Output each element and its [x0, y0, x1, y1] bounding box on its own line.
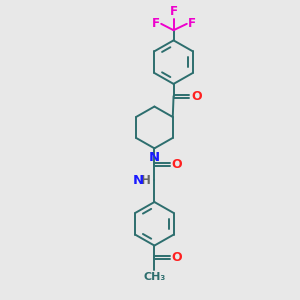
Text: F: F — [188, 17, 196, 30]
Text: O: O — [191, 90, 202, 103]
Text: N: N — [149, 151, 160, 164]
Text: O: O — [172, 251, 182, 264]
Text: F: F — [169, 5, 178, 18]
Text: H: H — [141, 174, 151, 187]
Text: O: O — [172, 158, 182, 171]
Text: F: F — [152, 17, 160, 30]
Text: CH₃: CH₃ — [143, 272, 166, 282]
Text: N: N — [133, 174, 144, 187]
